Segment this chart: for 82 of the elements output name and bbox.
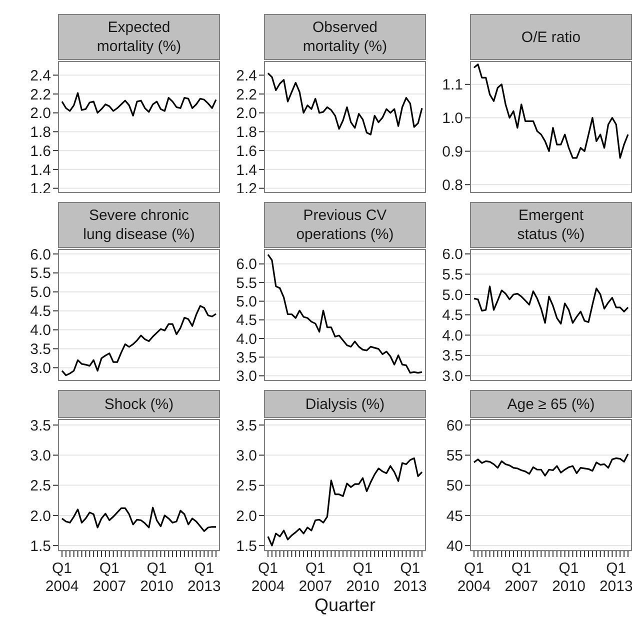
y-tick-label: 4.5	[236, 312, 257, 330]
y-tick-label: 4.5	[442, 307, 463, 324]
y-tick-label: 50	[446, 478, 463, 495]
y-tick-label: 1.8	[30, 124, 51, 142]
y-tick-label: 60	[446, 417, 463, 434]
x-tick-label: Q1 2013	[393, 560, 427, 595]
line-series	[61, 92, 217, 116]
chart-title: Expected mortality (%)	[58, 14, 220, 60]
y-tick-label: 3.0	[236, 368, 257, 386]
y-tick-label: 4.5	[30, 303, 51, 320]
y-tick-label: 0.8	[442, 176, 463, 194]
y-tick-label: 40	[446, 538, 463, 555]
y-tick-label: 6.0	[30, 246, 51, 264]
y-tick-label: 3.5	[30, 341, 51, 358]
x-tick-label: Q1 2007	[298, 560, 332, 595]
y-tick-label: 2.0	[30, 508, 51, 525]
y-tick-label: 1.5	[30, 538, 51, 555]
y-tick-label: 6.0	[236, 256, 257, 274]
y-tick-label: 5.5	[236, 274, 257, 292]
chart-title: Emergent status (%)	[470, 202, 632, 248]
y-tick-label: 1.4	[30, 162, 51, 179]
y-tick-label: 6.0	[442, 246, 463, 264]
y-tick-label: 4.0	[30, 322, 51, 340]
y-tick-label: 2.0	[236, 508, 257, 525]
y-tick-label: 1.1	[442, 76, 463, 94]
y-tick-label: 4.0	[236, 330, 257, 348]
y-tick-label: 2.0	[236, 105, 257, 122]
y-tick-label: 3.0	[236, 447, 257, 464]
line-series	[473, 453, 629, 476]
y-tick-label: 3.0	[30, 447, 51, 464]
y-tick-label: 5.0	[442, 286, 463, 304]
line-series	[473, 286, 629, 325]
line-series	[61, 506, 217, 532]
y-tick-label: 2.2	[30, 86, 51, 104]
x-tick-label: Q1 2010	[346, 560, 380, 595]
y-tick-label: 5.5	[442, 266, 463, 284]
y-tick-label: 2.5	[236, 478, 257, 495]
y-tick-label: 3.5	[442, 348, 463, 365]
x-tick-label: Q1 2007	[504, 560, 538, 595]
y-tick-label: 3.5	[236, 417, 257, 434]
x-tick-label: Q1 2010	[140, 560, 174, 595]
y-tick-label: 2.2	[236, 86, 257, 104]
y-tick-label: 3.0	[30, 360, 51, 378]
line-series	[267, 72, 423, 136]
y-tick-label: 3.5	[30, 417, 51, 434]
y-tick-label: 45	[446, 508, 463, 525]
y-tick-label: 5.5	[30, 265, 51, 282]
y-tick-label: 1.6	[30, 142, 51, 160]
x-tick-label: Q1 2013	[599, 560, 633, 595]
x-tick-label: Q1 2010	[552, 560, 586, 595]
x-tick-label: Q1 2004	[457, 560, 491, 595]
chart-title: O/E ratio	[470, 14, 632, 60]
chart-title: Observed mortality (%)	[264, 14, 426, 60]
x-tick-label: Q1 2013	[187, 560, 221, 595]
line-series	[473, 64, 629, 159]
y-tick-label: 1.5	[236, 538, 257, 555]
y-tick-label: 3.0	[442, 368, 463, 386]
chart-title: Severe chronic lung disease (%)	[58, 202, 220, 248]
x-tick-label: Q1 2007	[92, 560, 126, 595]
y-tick-label: 2.4	[236, 67, 257, 84]
x-tick-label: Q1 2004	[251, 560, 285, 595]
y-tick-label: 5.0	[236, 294, 257, 311]
y-tick-label: 3.5	[236, 349, 257, 366]
y-tick-label: 2.5	[30, 478, 51, 495]
chart-title: Dialysis (%)	[264, 390, 426, 418]
y-tick-label: 55	[446, 447, 463, 464]
line-series	[61, 305, 217, 376]
y-tick-label: 1.4	[236, 162, 257, 179]
y-tick-label: 5.0	[30, 284, 51, 302]
y-tick-label: 0.9	[442, 144, 463, 161]
y-tick-label: 2.4	[30, 67, 51, 84]
y-tick-label: 1.6	[236, 142, 257, 160]
chart-title: Age ≥ 65 (%)	[470, 390, 632, 418]
y-tick-label: 1.8	[236, 124, 257, 142]
y-tick-label: 4.0	[442, 327, 463, 344]
chart-title: Previous CV operations (%)	[264, 202, 426, 248]
chart-title: Shock (%)	[58, 390, 220, 418]
x-axis-title: Quarter	[313, 595, 377, 616]
y-tick-label: 2.0	[30, 105, 51, 122]
line-series	[267, 457, 423, 546]
y-tick-label: 1.0	[442, 110, 463, 128]
x-tick-label: Q1 2004	[45, 560, 79, 595]
